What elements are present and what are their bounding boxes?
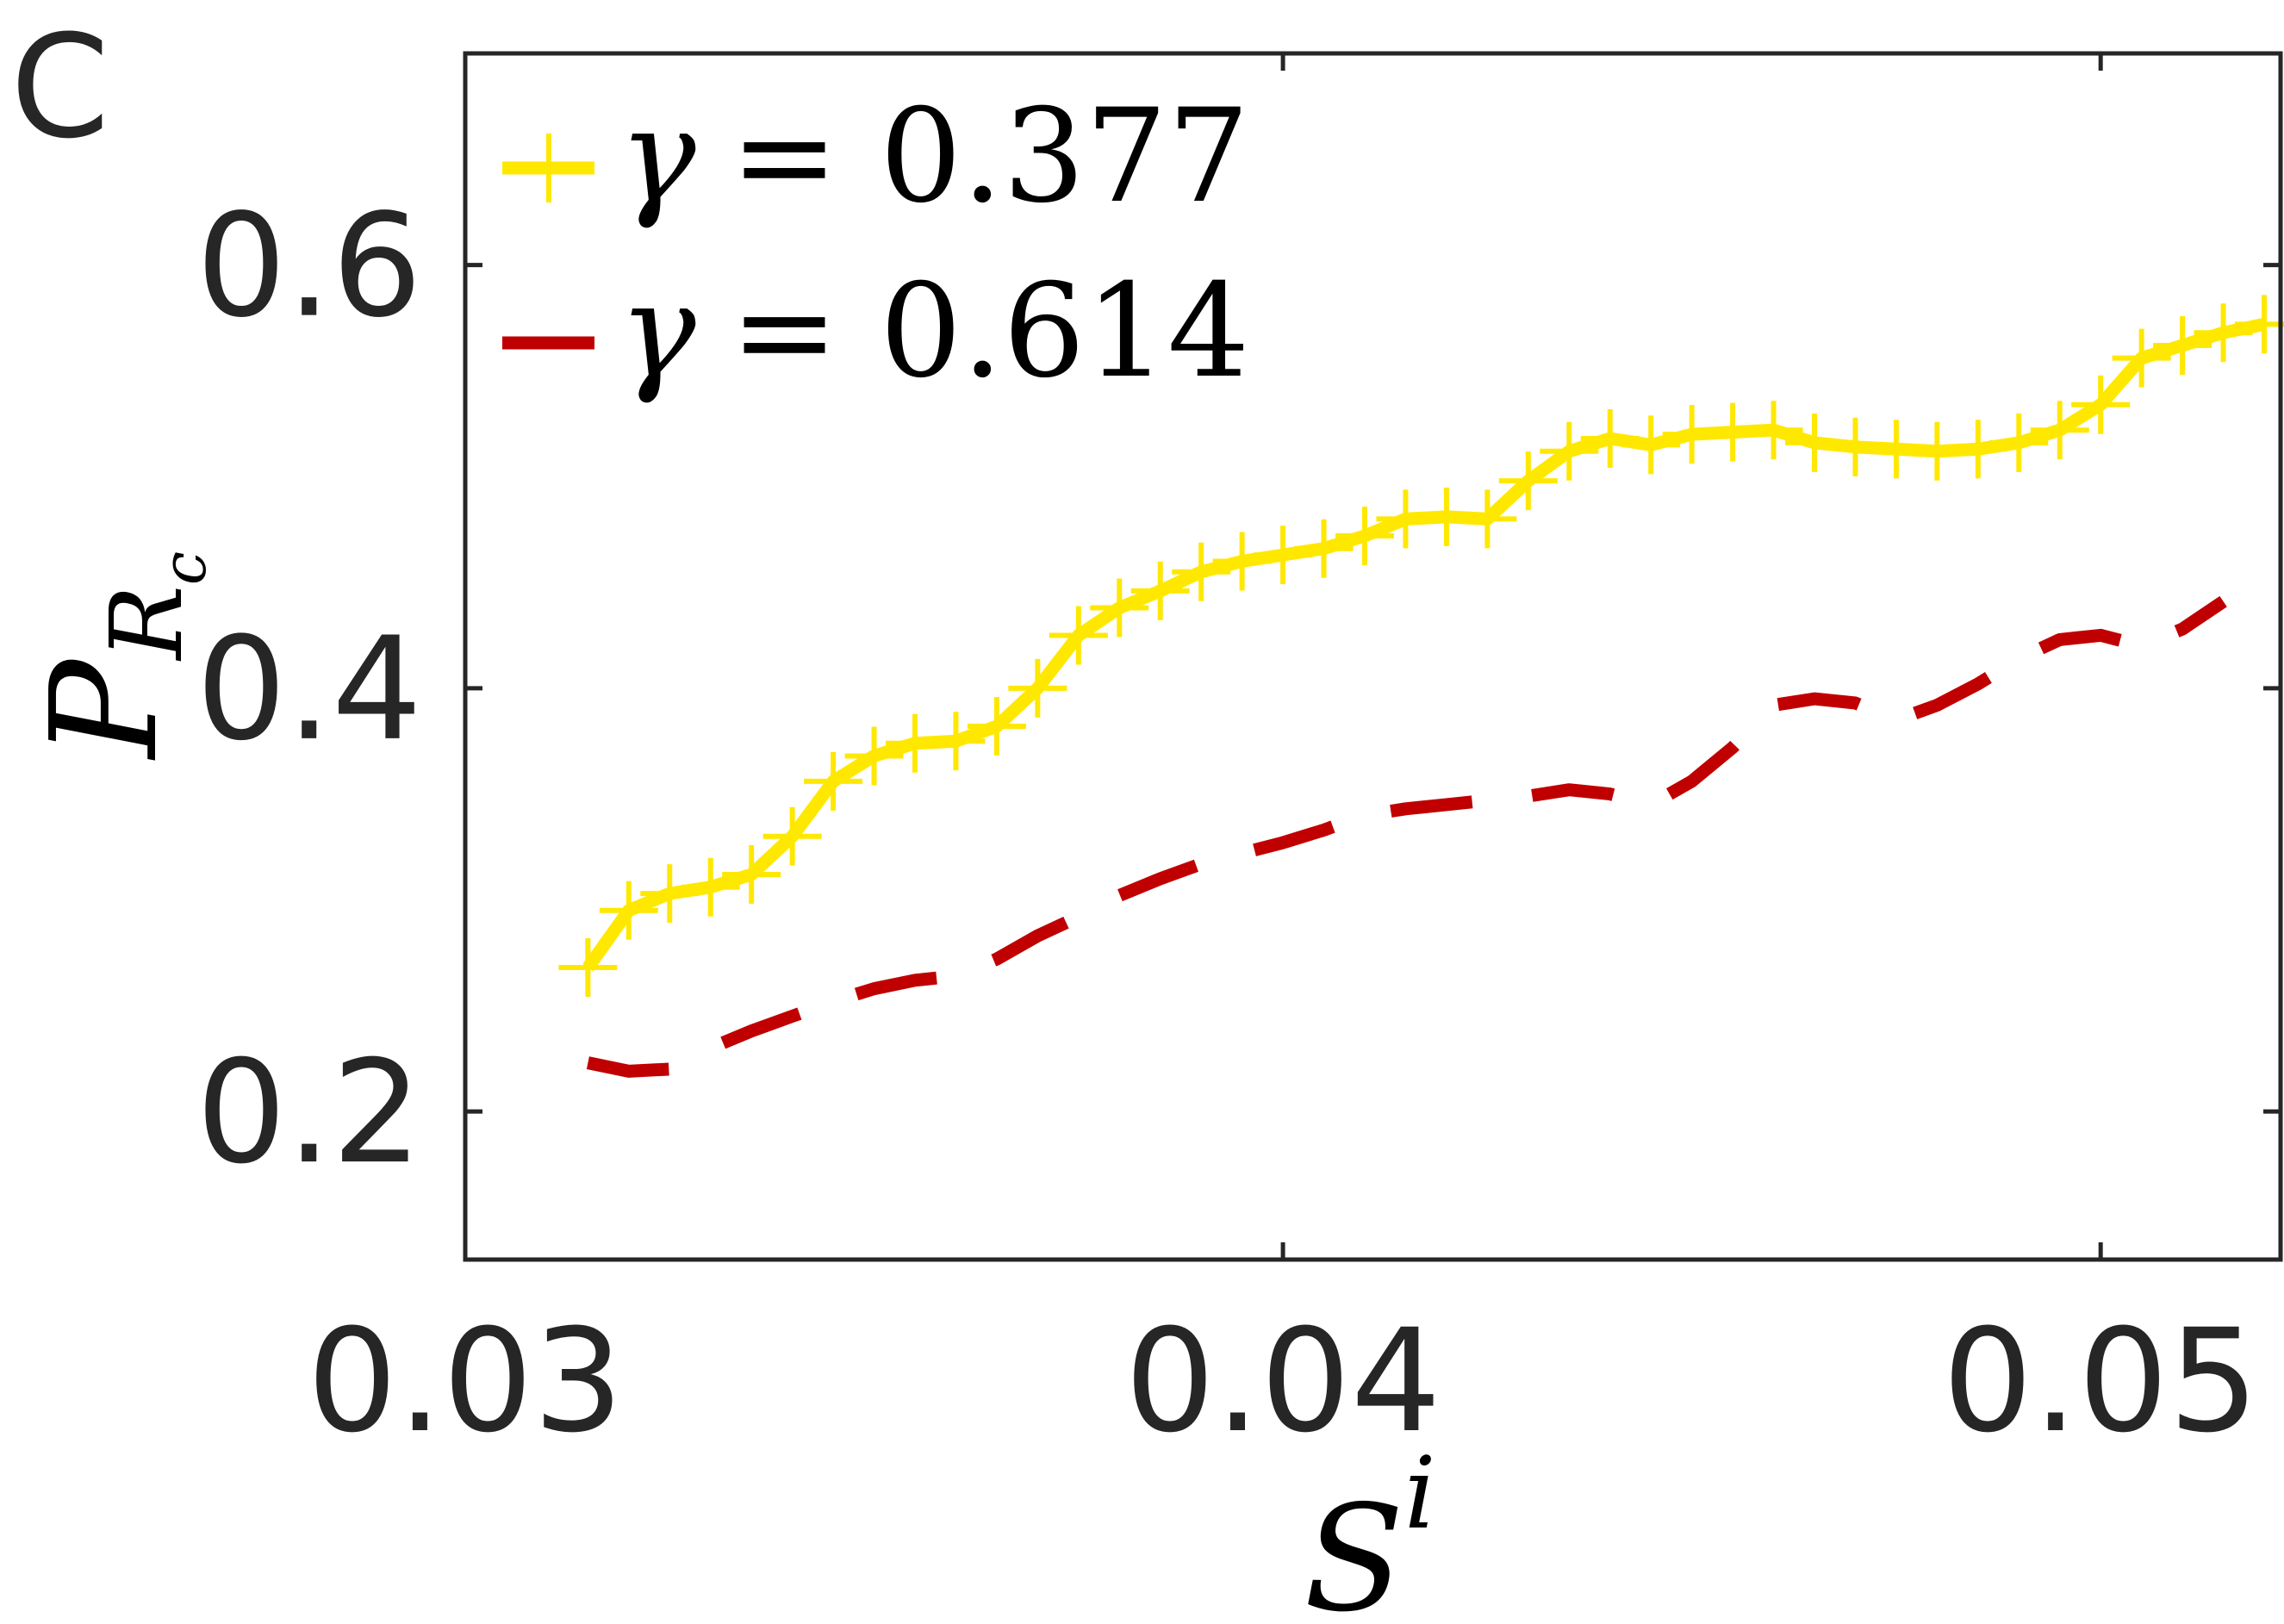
y-tick-label: 0.4 <box>196 607 422 772</box>
x-axis-label-base: S <box>1304 1474 1403 1624</box>
series-point-1 <box>967 697 1026 756</box>
series-point-1 <box>844 726 904 786</box>
series-point-1 <box>2071 375 2131 434</box>
x-tick-label: 0.04 <box>1124 1298 1441 1464</box>
series-point-1 <box>1212 532 1272 591</box>
series-point-1 <box>2030 401 2089 460</box>
series-line-1 <box>582 318 2266 972</box>
series-point-1 <box>1130 561 1190 620</box>
series-point-1 <box>1785 413 1845 472</box>
series-point-1 <box>1458 489 1517 549</box>
legend-label-1: γ = 0.377 <box>619 82 1249 232</box>
series-point-1 <box>1008 658 1067 718</box>
x-axis-label-sup: i <box>1404 1436 1436 1552</box>
series-point-1 <box>1294 519 1354 578</box>
series-point-1 <box>722 844 781 904</box>
series-point-1 <box>1744 401 1803 460</box>
series-point-1 <box>1254 526 1313 585</box>
series-point-1 <box>2194 303 2253 363</box>
series-point-1 <box>1172 542 1231 601</box>
legend-label-2: γ = 0.614 <box>619 257 1249 407</box>
series-point-1 <box>2235 295 2284 354</box>
axis-ticks: 0.03 0.04 0.05 0.2 0.4 0.6 <box>196 53 2281 1464</box>
axes-frame <box>463 51 2283 1262</box>
y-tick-label: 0.2 <box>196 1030 422 1195</box>
series-point-1 <box>2112 328 2171 388</box>
series-point-1 <box>1049 606 1108 665</box>
series-point-1 <box>1090 578 1149 638</box>
panel-label: C <box>10 4 109 170</box>
y-tick-label: 0.6 <box>196 184 422 349</box>
series-point-1 <box>1335 507 1395 565</box>
series-point-1 <box>640 864 700 924</box>
legend-symbol: γ <box>619 82 696 232</box>
x-axis-label: Si <box>1304 1436 1435 1624</box>
plot-area <box>558 295 2284 1078</box>
axes <box>463 51 2283 1262</box>
series-point-1 <box>2153 315 2212 375</box>
series-point-1 <box>1989 413 2049 472</box>
series-point-1 <box>681 857 740 917</box>
y-axis-label-subsub: c <box>149 551 220 585</box>
y-axis-label: PRc <box>20 551 220 761</box>
legend-value: = 0.614 <box>731 257 1250 407</box>
x-tick-label: 0.05 <box>1943 1298 2259 1464</box>
series-point-1 <box>1948 420 2007 479</box>
series-point-1 <box>1580 409 1640 469</box>
series-line-2 <box>586 595 2227 1078</box>
y-axis-label-base: P <box>20 657 190 761</box>
legend-value: = 0.377 <box>731 82 1250 232</box>
series-point-1 <box>599 880 658 940</box>
x-tick-label: 0.03 <box>307 1298 623 1464</box>
y-axis-label-sub: R <box>90 585 205 662</box>
legend-symbol: γ <box>619 257 696 407</box>
series-point-1 <box>1621 415 1681 475</box>
series-point-1 <box>1498 451 1558 511</box>
series-point-1 <box>762 806 822 866</box>
series-point-1 <box>926 712 986 771</box>
series-point-1 <box>804 751 863 811</box>
series-point-1 <box>1540 421 1599 481</box>
series-point-1 <box>558 938 618 998</box>
